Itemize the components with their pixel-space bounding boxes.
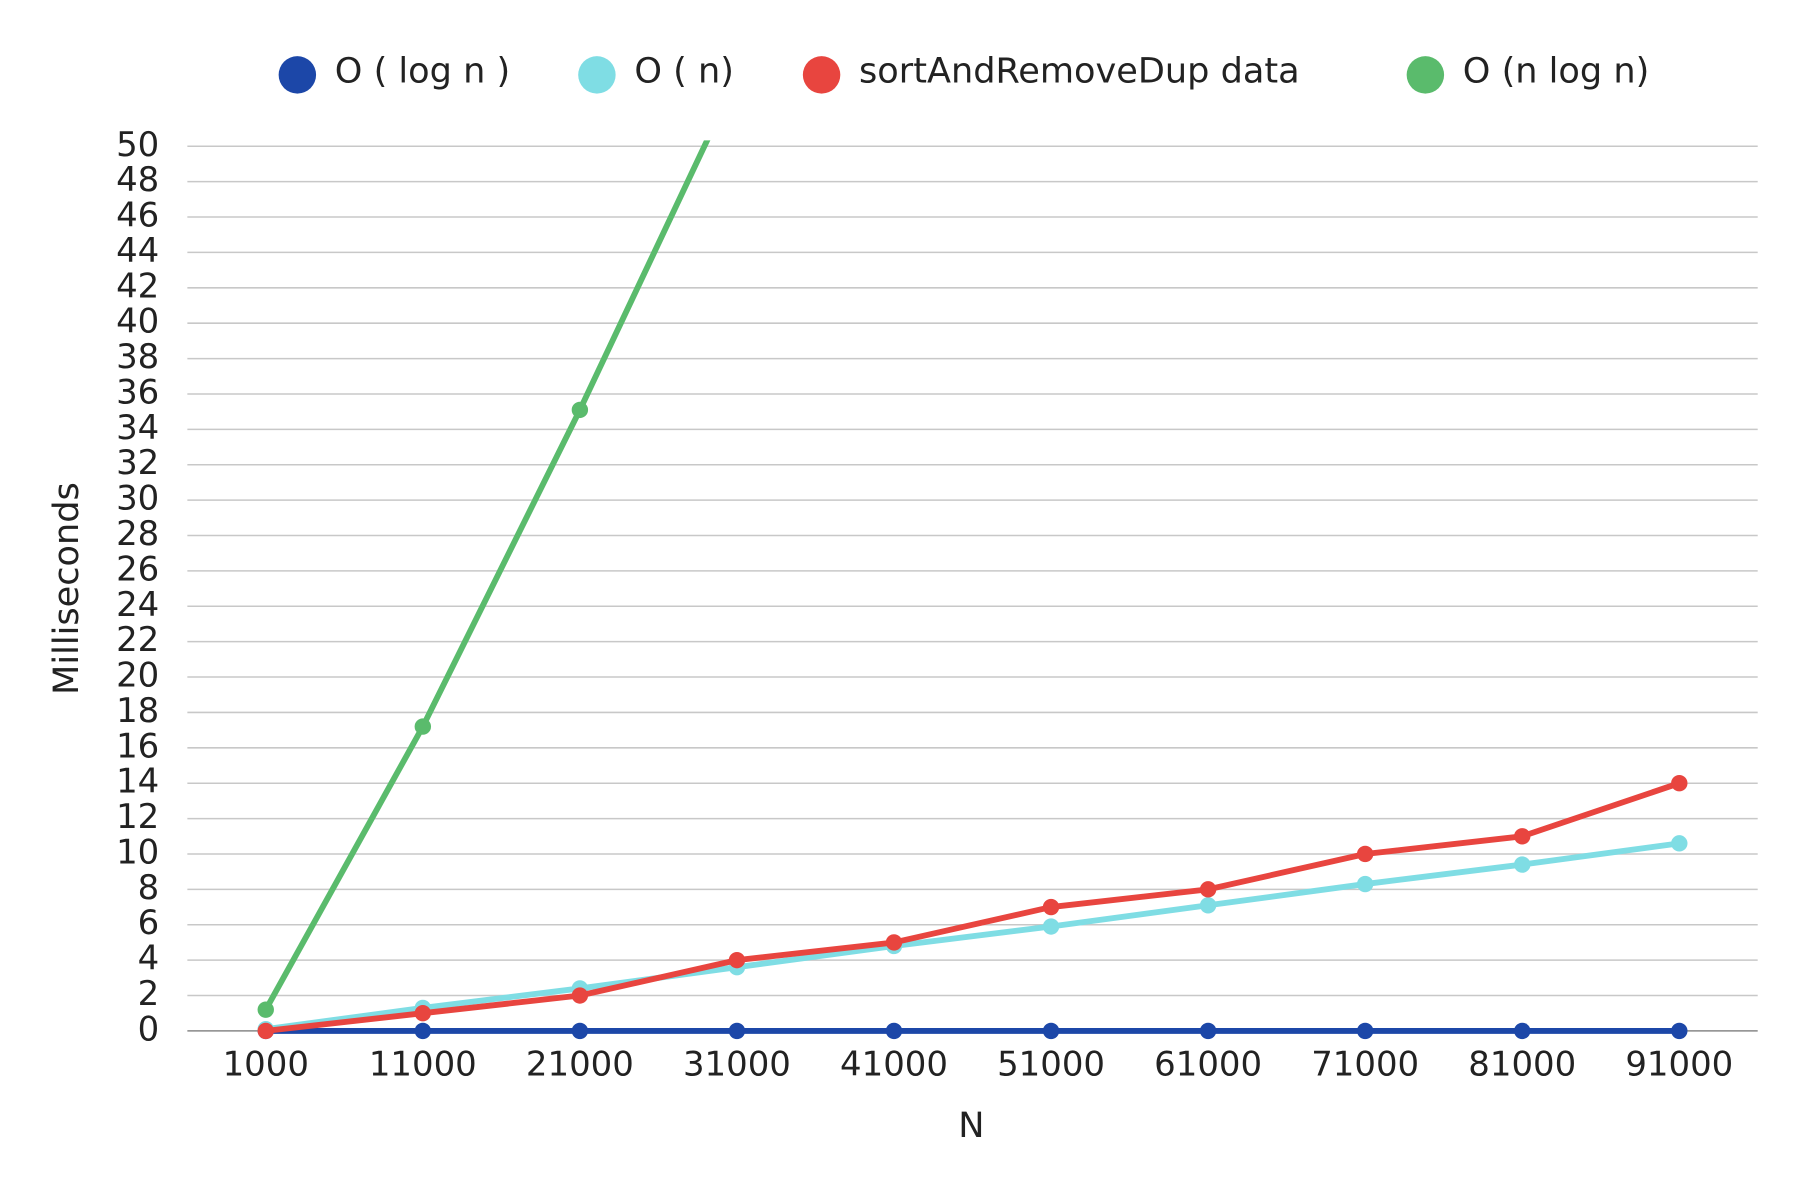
series-line: [262, 840, 1683, 1033]
data-point: [1042, 898, 1060, 916]
y-tick-label: 38: [116, 338, 159, 377]
y-tick-label: 18: [116, 692, 159, 731]
x-tick-label: 91000: [1625, 1046, 1733, 1085]
y-tick-label: 40: [116, 303, 159, 342]
legend-marker: [1406, 56, 1445, 94]
y-tick-label: 10: [116, 833, 159, 872]
data-point: [257, 1001, 274, 1018]
y-tick-label: 0: [138, 1010, 160, 1049]
legend-label: O ( n): [634, 51, 734, 92]
data-point: [1356, 845, 1374, 863]
data-point: [571, 987, 589, 1004]
data-point: [414, 1005, 432, 1022]
data-point: [1671, 835, 1688, 852]
legend-label: sortAndRemoveDup data: [859, 51, 1300, 92]
data-point: [1042, 1022, 1060, 1040]
data-point: [1514, 856, 1531, 873]
data-point: [1356, 875, 1374, 893]
y-tick-label: 42: [116, 267, 159, 306]
legend-marker: [802, 56, 841, 94]
y-tick-label: 6: [138, 904, 160, 943]
y-tick-label: 26: [116, 550, 159, 589]
y-tick-label: 46: [116, 197, 159, 236]
legend-label: O ( log n ): [335, 51, 510, 92]
x-tick-label: 41000: [840, 1046, 948, 1085]
x-tick-label: 81000: [1468, 1046, 1576, 1085]
y-tick-label: 50: [116, 126, 159, 165]
x-axis-title: N: [958, 1105, 984, 1146]
data-point: [1199, 1022, 1217, 1040]
data-point: [1356, 1022, 1374, 1040]
data-point: [1514, 1022, 1531, 1040]
data-point: [1671, 775, 1688, 792]
data-point: [1199, 897, 1217, 914]
x-tick-label: 31000: [683, 1046, 791, 1085]
y-tick-label: 4: [138, 940, 160, 979]
series-line: [262, 140, 711, 1013]
data-point: [414, 718, 432, 735]
x-tick-label: 1000: [223, 1046, 309, 1085]
y-tick-label: 24: [116, 586, 159, 625]
y-tick-label: 48: [116, 161, 159, 200]
series-line: [262, 780, 1683, 1034]
data-point: [1671, 1022, 1688, 1040]
data-point: [257, 1022, 274, 1040]
legend-marker: [278, 56, 317, 94]
data-point: [1514, 828, 1531, 845]
legend: O ( log n ) O ( n) sortAndRemoveDup data O …: [278, 51, 1649, 94]
y-tick-label: 14: [116, 763, 159, 802]
x-tick-label: 51000: [997, 1046, 1105, 1085]
y-tick-label: 20: [116, 657, 159, 696]
data-point: [728, 951, 746, 969]
x-tick-label: 11000: [369, 1046, 477, 1085]
data-point: [414, 1022, 432, 1040]
x-tick-label: 21000: [526, 1046, 634, 1085]
y-tick-label: 22: [116, 621, 159, 660]
x-tick-label: 71000: [1311, 1046, 1419, 1085]
y-tick-label: 34: [116, 409, 159, 448]
y-tick-label: 30: [116, 480, 159, 519]
legend-marker: [578, 56, 616, 94]
y-tick-label: 12: [116, 798, 159, 837]
data-point: [571, 1022, 589, 1040]
y-tick-label: 8: [138, 869, 160, 908]
y-axis-title: Milliseconds: [46, 482, 87, 695]
y-tick-label: 32: [116, 444, 159, 483]
y-tick-label: 36: [116, 373, 159, 412]
data-point: [885, 1022, 903, 1040]
data-point: [1199, 881, 1217, 898]
data-point: [728, 1022, 746, 1040]
x-tick-label: 61000: [1154, 1046, 1262, 1085]
y-tick-label: 44: [116, 232, 159, 271]
y-tick-label: 16: [116, 727, 159, 766]
plot-area: [257, 140, 1688, 1040]
data-point: [885, 934, 903, 951]
y-tick-label: 2: [138, 975, 160, 1014]
y-tick-label: 28: [116, 515, 159, 554]
data-point: [1042, 918, 1060, 935]
legend-label: O (n log n): [1463, 51, 1649, 92]
data-point: [571, 401, 589, 419]
